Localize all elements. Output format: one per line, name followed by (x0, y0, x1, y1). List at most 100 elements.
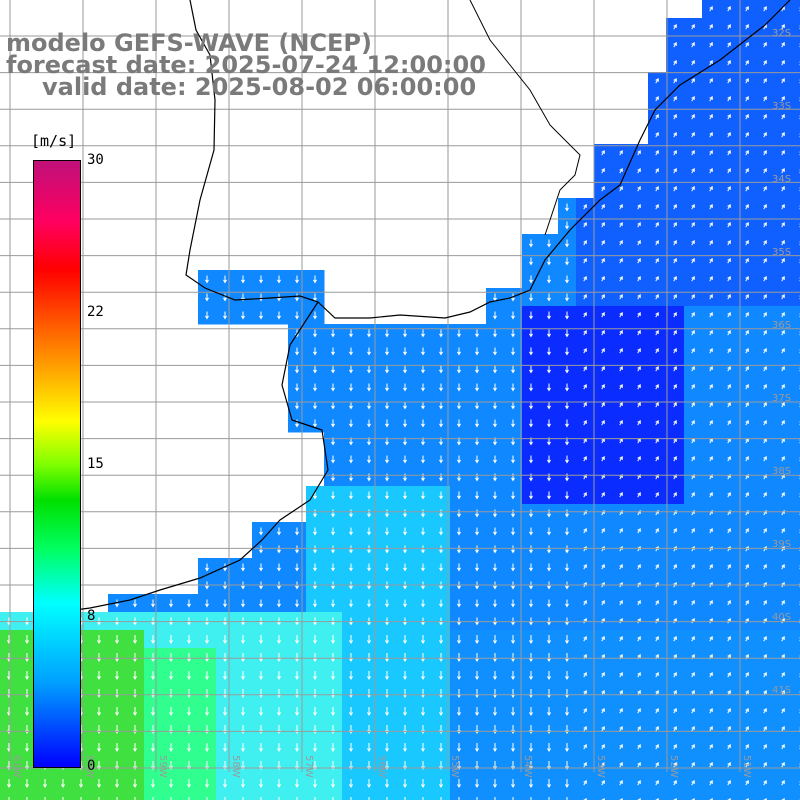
wind-arrow (385, 527, 389, 536)
wind-speed-cell (648, 792, 667, 800)
wind-arrow (565, 653, 569, 662)
wind-arrow (745, 419, 749, 426)
wind-arrow (493, 545, 497, 554)
wind-arrow (655, 725, 659, 732)
wind-speed-cell (450, 792, 469, 800)
wind-arrow (763, 599, 767, 606)
wind-arrow (115, 743, 119, 752)
wind-arrow (494, 797, 496, 800)
wind-arrow (385, 473, 389, 482)
wind-speed-cell (180, 792, 199, 800)
wind-arrow (313, 347, 317, 356)
wind-arrow (349, 347, 353, 356)
wind-arrow (187, 671, 191, 680)
wind-arrow (421, 473, 425, 482)
wind-arrow (655, 167, 659, 174)
wind-arrow (565, 707, 569, 716)
wind-arrow (637, 203, 641, 210)
wind-arrow (601, 221, 605, 228)
wind-arrow (331, 671, 335, 680)
wind-arrow (403, 617, 407, 626)
wind-arrow (421, 779, 425, 788)
wind-arrow (691, 167, 695, 174)
wind-arrow (673, 311, 677, 318)
wind-arrow (367, 473, 371, 482)
wind-arrow (25, 635, 29, 644)
wind-arrow (98, 797, 100, 800)
wind-arrow (673, 617, 677, 624)
wind-arrow (133, 617, 137, 626)
wind-arrow (205, 599, 209, 608)
wind-arrow (727, 275, 731, 282)
wind-arrow (601, 761, 605, 768)
wind-speed-cell (72, 792, 91, 800)
wind-arrow (565, 257, 569, 266)
latitude-label: 35S (772, 247, 791, 258)
wind-arrow (511, 473, 515, 482)
wind-arrow (511, 383, 515, 392)
wind-speed-cell (414, 792, 433, 800)
wind-arrow (529, 509, 533, 518)
wind-arrow (691, 149, 695, 156)
wind-arrow (583, 419, 587, 426)
wind-arrow (583, 203, 587, 210)
wind-arrow (511, 491, 515, 500)
wind-arrow (565, 473, 569, 482)
wind-arrow (637, 221, 641, 228)
wind-arrow (781, 401, 785, 408)
wind-arrow (709, 275, 713, 282)
wind-arrow (619, 167, 623, 174)
wind-arrow (727, 563, 731, 570)
colorbar-tick-0: 0 (87, 758, 96, 774)
wind-arrow (673, 491, 677, 498)
wind-arrow (691, 329, 695, 336)
wind-arrow (637, 401, 641, 408)
latitude-label: 39S (772, 539, 791, 550)
wind-arrow (709, 41, 713, 48)
wind-arrow (115, 707, 119, 716)
wind-arrow (133, 671, 137, 680)
wind-arrow (565, 419, 569, 428)
wind-arrow (709, 221, 713, 228)
wind-arrow (403, 707, 407, 716)
wind-arrow (781, 77, 785, 84)
wind-arrow (259, 635, 263, 644)
wind-arrow (367, 509, 371, 518)
wind-arrow (475, 527, 479, 536)
wind-arrow (566, 797, 568, 800)
wind-arrow (367, 527, 371, 536)
wind-arrow (457, 383, 461, 392)
wind-arrow (781, 707, 785, 714)
wind-arrow (205, 779, 209, 788)
wind-arrow (691, 95, 695, 102)
wind-arrow (781, 419, 785, 426)
wind-arrow (601, 257, 605, 264)
wind-arrow (403, 527, 407, 536)
wind-arrow (727, 455, 731, 462)
wind-arrow (529, 635, 533, 644)
wind-arrow (439, 707, 443, 716)
wind-arrow (493, 491, 497, 500)
wind-arrow (547, 545, 551, 554)
wind-arrow (295, 383, 299, 392)
wind-arrow (295, 653, 299, 662)
wind-speed-cell (792, 756, 800, 775)
wind-arrow (277, 527, 281, 536)
wind-arrow (565, 743, 569, 752)
wind-arrow (529, 563, 533, 572)
wind-arrow (637, 365, 641, 372)
wind-arrow (619, 185, 623, 192)
wind-speed-cell (162, 792, 181, 800)
wind-speed-cell (792, 342, 800, 361)
wind-arrow (511, 599, 515, 608)
wind-arrow (475, 329, 479, 338)
colorbar-tick-22: 22 (87, 304, 104, 320)
wind-arrow (727, 383, 731, 390)
wind-arrow (781, 347, 785, 354)
wind-arrow (709, 239, 713, 246)
wind-arrow (745, 707, 749, 714)
wind-arrow (781, 743, 785, 750)
wind-arrow (691, 527, 695, 534)
wind-arrow (547, 527, 551, 536)
wind-arrow (727, 761, 731, 768)
